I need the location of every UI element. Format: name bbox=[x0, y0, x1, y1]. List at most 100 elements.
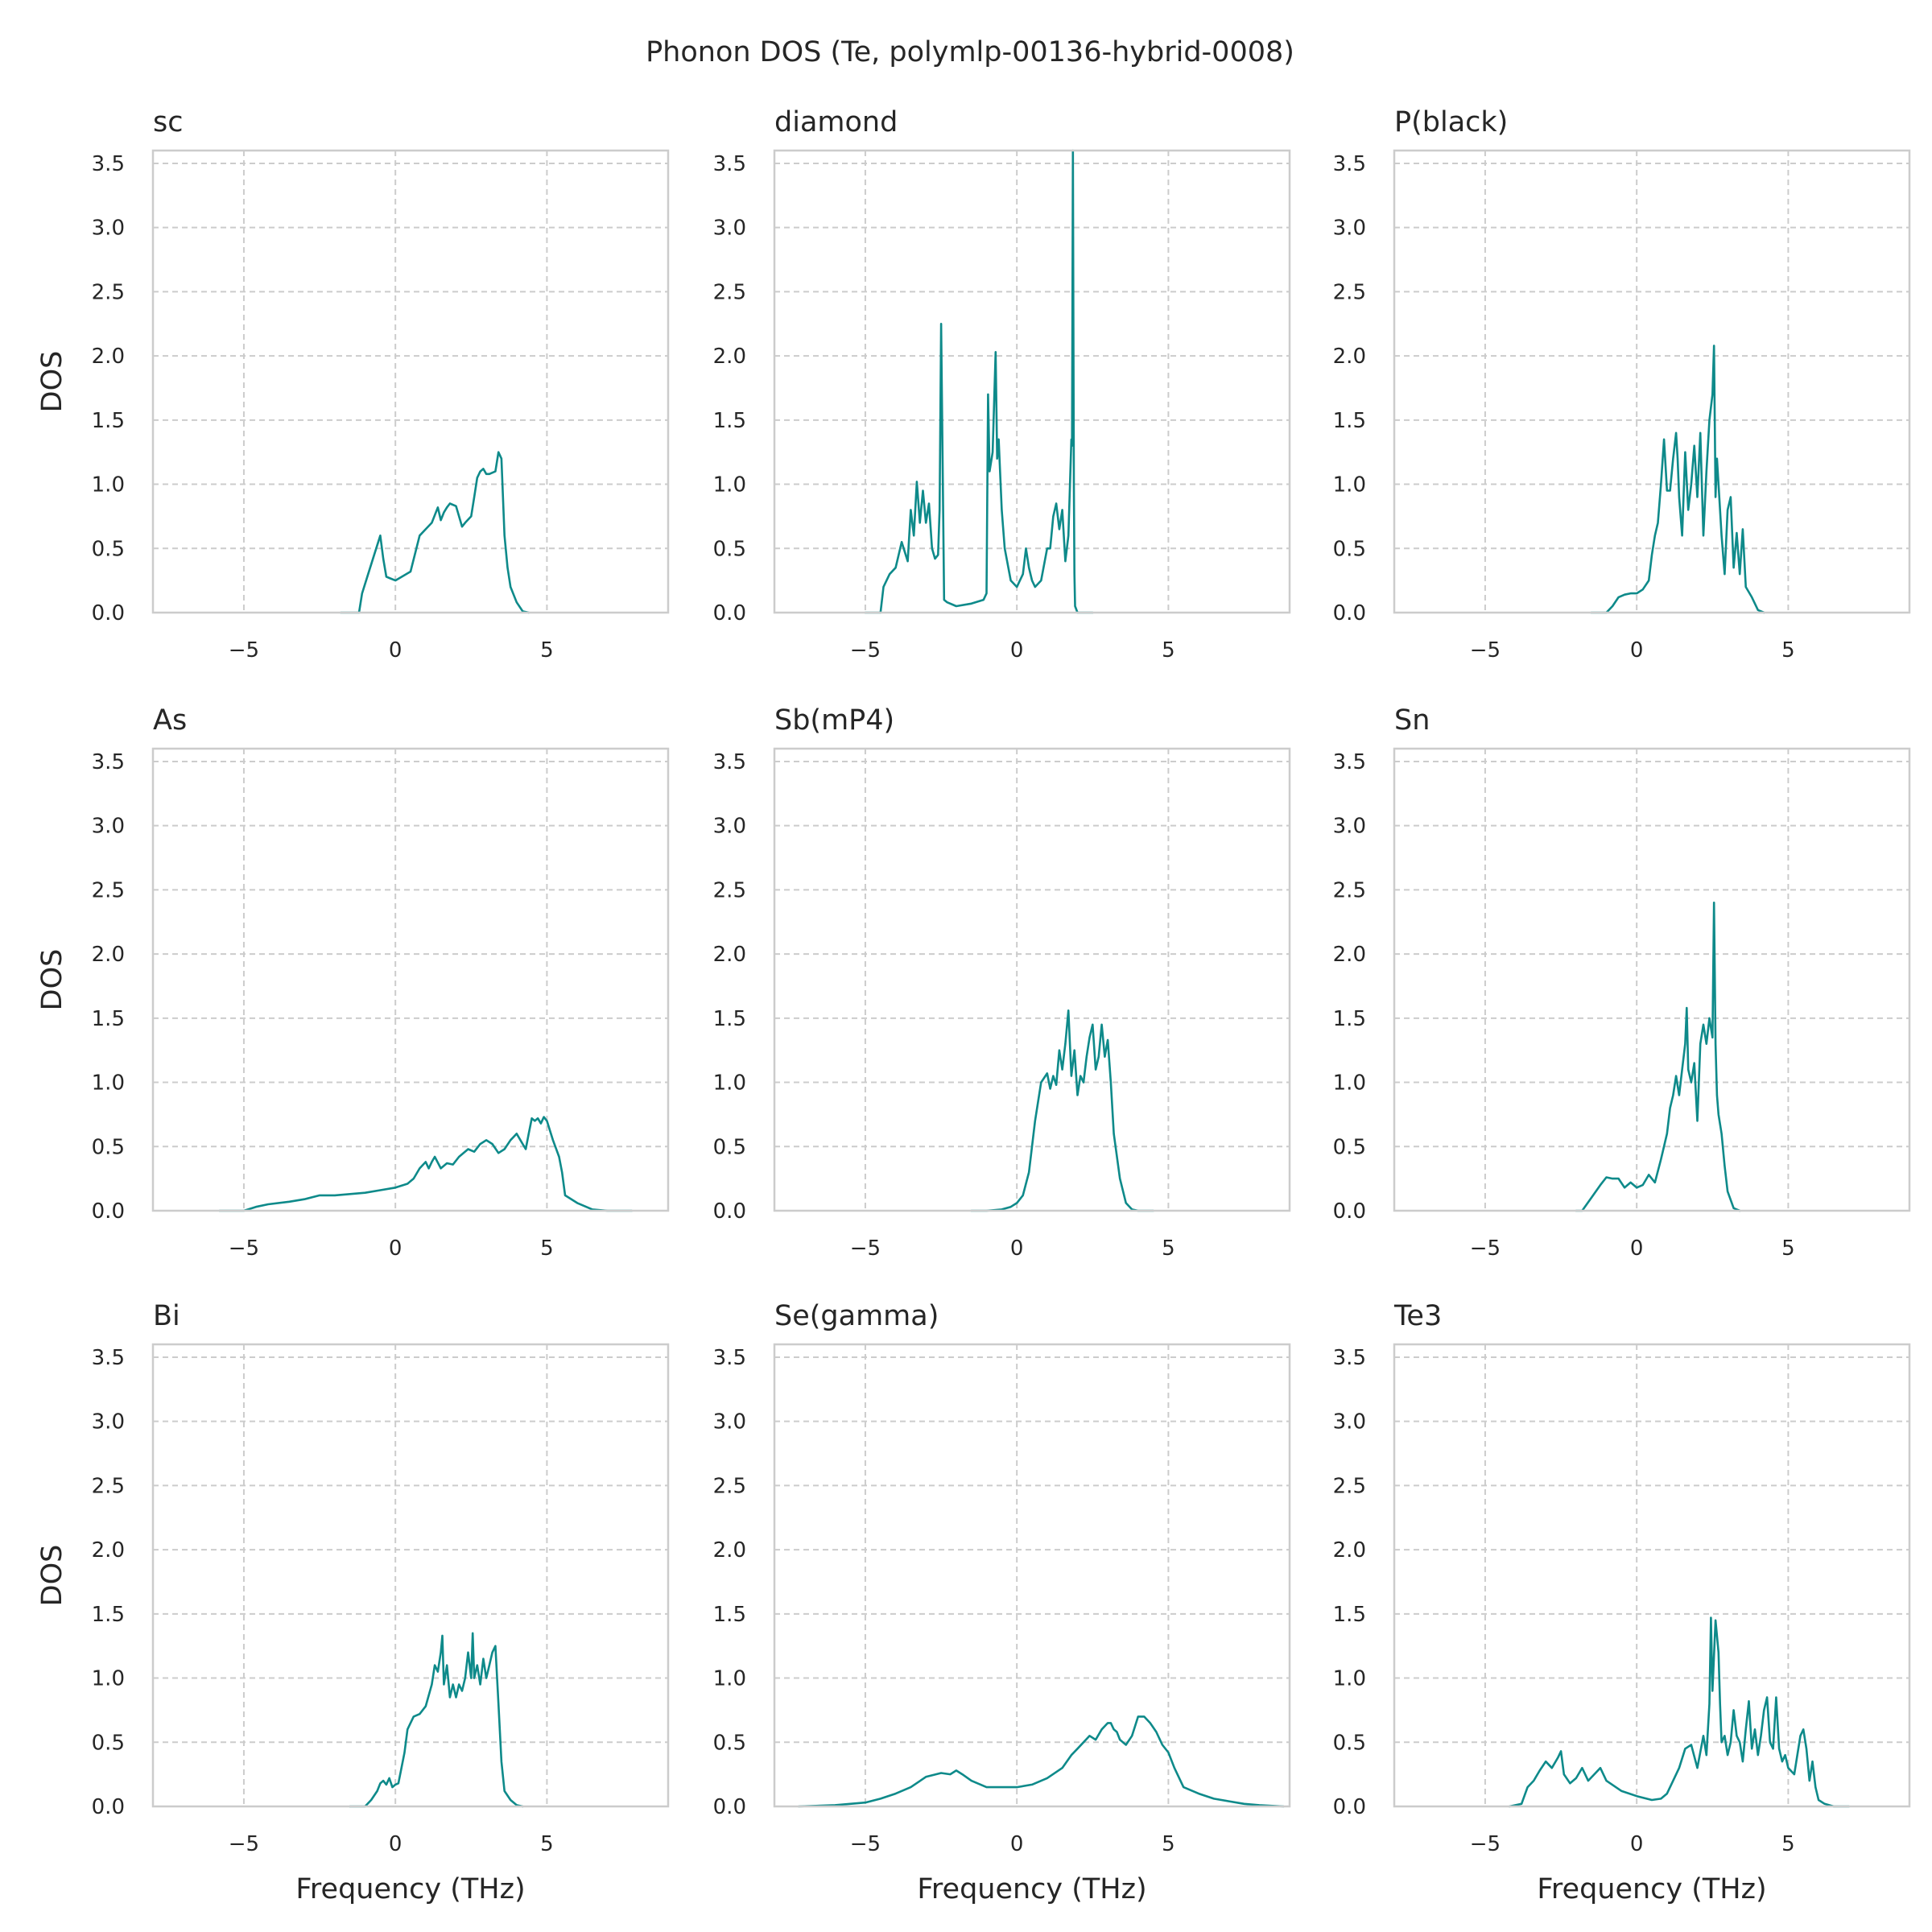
dos-series-se-gamma bbox=[797, 1715, 1285, 1808]
y-tick-label: 0.5 bbox=[713, 1135, 746, 1159]
y-tick-label: 1.0 bbox=[1333, 1667, 1366, 1691]
y-tick-label: 0.5 bbox=[92, 1731, 125, 1755]
y-tick-label: 0.5 bbox=[1333, 1731, 1366, 1755]
panel-sb-mp4: Sb(mP4) −5 0 5 0.0 0.5 1.0 1.5 2.0 2.5 3.0 3.5 bbox=[713, 704, 1291, 1261]
axes-frame bbox=[773, 149, 1291, 614]
x-tick-label: 0 bbox=[1010, 1832, 1024, 1856]
y-tick-label: 3.0 bbox=[92, 815, 125, 839]
y-tick-label: 2.0 bbox=[713, 1538, 746, 1563]
x-tick-label: −5 bbox=[229, 1832, 259, 1856]
y-tick-label: 1.0 bbox=[713, 1071, 746, 1096]
y-axis-label: DOS bbox=[36, 1545, 68, 1607]
x-tick-label: 0 bbox=[389, 1236, 402, 1261]
axes-frame bbox=[773, 1343, 1291, 1808]
y-tick-label: 1.0 bbox=[713, 473, 746, 497]
y-tick-label: 2.5 bbox=[713, 878, 746, 902]
y-tick-label: 1.5 bbox=[1333, 409, 1366, 433]
axes-frame bbox=[151, 149, 670, 614]
y-tick-label: 0.0 bbox=[1333, 601, 1366, 625]
axes-frame bbox=[151, 747, 670, 1212]
dos-series-bi bbox=[349, 1632, 524, 1808]
x-axis-label: Frequency (THz) bbox=[295, 1873, 525, 1905]
dos-series-sc bbox=[340, 451, 530, 614]
panel-title: sc bbox=[153, 106, 183, 138]
y-tick-label: 3.5 bbox=[713, 1346, 746, 1370]
x-tick-label: 5 bbox=[1162, 1236, 1175, 1261]
y-tick-label: 0.5 bbox=[92, 1135, 125, 1159]
panel-as: As −5 0 5 0.0 0.5 1.0 1.5 2.0 2.5 3.0 3.5 DOS bbox=[36, 704, 670, 1261]
y-tick-label: 2.0 bbox=[713, 943, 746, 967]
y-tick-label: 3.0 bbox=[92, 1410, 125, 1435]
panels: sc −5 0 5 0.0 0.5 1.0 1.5 2.0 2.5 3.0 3.5 DOS diamond… bbox=[36, 106, 1911, 1905]
x-axis-label: Frequency (THz) bbox=[1537, 1873, 1766, 1905]
x-tick-label: −5 bbox=[1470, 1236, 1501, 1261]
y-tick-label: 0.5 bbox=[713, 537, 746, 561]
panel-sn: Sn −5 0 5 0.0 0.5 1.0 1.5 2.0 2.5 3.0 3.5 bbox=[1333, 704, 1911, 1261]
x-tick-label: 5 bbox=[1162, 638, 1175, 663]
y-tick-label: 0.0 bbox=[1333, 1795, 1366, 1819]
panel-title: Sb(mP4) bbox=[774, 704, 894, 737]
panel-title: diamond bbox=[774, 106, 898, 138]
x-tick-label: 5 bbox=[540, 1832, 554, 1856]
axes-frame bbox=[151, 1343, 670, 1808]
y-tick-label: 3.0 bbox=[92, 217, 125, 241]
y-tick-label: 0.5 bbox=[1333, 537, 1366, 561]
y-tick-label: 1.5 bbox=[92, 409, 125, 433]
axes-frame bbox=[773, 747, 1291, 1212]
y-tick-label: 3.5 bbox=[1333, 152, 1366, 176]
x-tick-label: −5 bbox=[850, 638, 881, 663]
y-tick-label: 1.5 bbox=[92, 1603, 125, 1627]
x-tick-label: −5 bbox=[1470, 638, 1501, 663]
x-tick-label: 5 bbox=[540, 1236, 554, 1261]
y-tick-label: 2.0 bbox=[92, 1538, 125, 1563]
x-tick-label: 5 bbox=[1162, 1832, 1175, 1856]
y-tick-label: 0.0 bbox=[713, 1795, 746, 1819]
y-tick-label: 3.0 bbox=[713, 1410, 746, 1435]
y-tick-label: 3.0 bbox=[713, 815, 746, 839]
y-tick-label: 2.5 bbox=[92, 280, 125, 304]
y-tick-label: 3.0 bbox=[713, 217, 746, 241]
axes-frame bbox=[1393, 747, 1911, 1212]
x-tick-label: 0 bbox=[1630, 1832, 1644, 1856]
y-tick-label: 2.5 bbox=[1333, 280, 1366, 304]
y-tick-label: 2.5 bbox=[713, 280, 746, 304]
x-tick-label: 5 bbox=[540, 638, 554, 663]
panel-bi: Bi −5 0 5 0.0 0.5 1.0 1.5 2.0 2.5 3.0 3.5 DOS Frequen… bbox=[36, 1300, 670, 1905]
y-tick-label: 0.0 bbox=[92, 1795, 125, 1819]
y-tick-label: 1.0 bbox=[713, 1667, 746, 1691]
y-tick-label: 3.5 bbox=[92, 152, 125, 176]
y-tick-label: 2.0 bbox=[1333, 943, 1366, 967]
y-tick-label: 1.5 bbox=[713, 1007, 746, 1031]
y-tick-label: 3.5 bbox=[92, 750, 125, 774]
x-tick-label: −5 bbox=[229, 1236, 259, 1261]
y-tick-label: 2.5 bbox=[92, 1474, 125, 1498]
y-tick-label: 0.5 bbox=[92, 537, 125, 561]
panel-title: P(black) bbox=[1394, 106, 1508, 138]
panel-p-black: P(black) −5 0 5 0.0 0.5 1.0 1.5 2.0 2.5 3.0 3.5 bbox=[1333, 106, 1911, 663]
y-axis-label: DOS bbox=[36, 351, 68, 413]
y-tick-label: 1.0 bbox=[1333, 473, 1366, 497]
axes-frame bbox=[1393, 149, 1911, 614]
y-tick-label: 0.5 bbox=[1333, 1135, 1366, 1159]
y-tick-label: 3.0 bbox=[1333, 815, 1366, 839]
y-tick-label: 1.0 bbox=[92, 1071, 125, 1096]
dos-series-as bbox=[218, 1116, 634, 1212]
y-tick-label: 2.5 bbox=[92, 878, 125, 902]
x-tick-label: 0 bbox=[1630, 1236, 1644, 1261]
x-axis-label: Frequency (THz) bbox=[917, 1873, 1146, 1905]
y-tick-label: 2.5 bbox=[713, 1474, 746, 1498]
y-tick-label: 0.0 bbox=[713, 601, 746, 625]
x-tick-label: 0 bbox=[1010, 638, 1024, 663]
x-tick-label: −5 bbox=[850, 1236, 881, 1261]
panel-title: Se(gamma) bbox=[774, 1300, 939, 1332]
y-tick-label: 0.0 bbox=[92, 1199, 125, 1224]
x-tick-label: −5 bbox=[229, 638, 259, 663]
y-tick-label: 2.0 bbox=[92, 345, 125, 369]
x-tick-label: −5 bbox=[850, 1832, 881, 1856]
y-tick-label: 3.5 bbox=[1333, 1346, 1366, 1370]
y-tick-label: 0.0 bbox=[713, 1199, 746, 1224]
axes-frame bbox=[1393, 1343, 1911, 1808]
x-tick-label: 5 bbox=[1781, 1236, 1795, 1261]
